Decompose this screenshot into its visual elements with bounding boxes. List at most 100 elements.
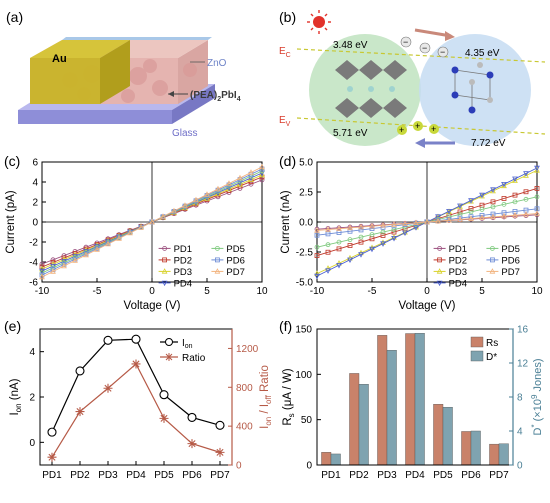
legend-marker [214,268,221,274]
data-point [138,224,144,230]
data-point [523,172,529,178]
legend-label: PD6 [226,255,244,266]
data-point [457,216,463,222]
glass-label: Glass [172,128,198,139]
data-point [380,222,386,228]
right-y-tick-label: 0 [236,461,242,472]
device-schematic: (a) Au ZnO (PEA)2PbI4 Glass [6,9,241,139]
y-tick-label: -2 [29,238,38,249]
ion-ratio-chart: (e)PD1 PD2 PD3 PD4 PD5 PD6 PD702404008001200Io… [4,318,273,481]
left-y-tick-label: 150 [295,325,312,336]
data-point [105,240,111,247]
data-point [358,239,364,245]
x-axis-label: Voltage (V) [399,300,456,312]
legend-label-ratio: Ratio [182,353,206,364]
legend-label: D* [486,352,497,363]
ratio-data-point [75,407,85,417]
x-tick-label: PD4 [126,470,146,481]
data-point [468,209,474,215]
perovskite-arrowhead [168,91,174,97]
legend-marker [489,246,495,251]
legend-label: PD5 [501,244,519,255]
x-tick-label: 0 [424,286,430,297]
ratio-data-point [103,383,113,393]
data-point [413,219,419,226]
panel-f: (f) PD1 PD2 PD3 PD4 PD5 PD6 PD7 0 50 100 150 0 4 8 12 16… [275,315,550,498]
right-vb-value: 7.72 eV [471,138,506,149]
left-cb-value: 3.48 eV [333,40,368,51]
panel-label: (f) [279,318,292,334]
data-point [534,194,540,200]
data-point [435,217,441,224]
data-point [457,209,463,215]
panel-label: (e) [4,318,21,334]
hole-arrow [415,138,455,148]
data-point [336,225,342,231]
data-point [325,249,331,255]
data-point [534,167,540,173]
legend-marker-ratio [165,353,173,361]
data-point [501,182,507,188]
data-point [380,233,386,238]
x-tick-label: PD1 [42,470,62,481]
svg-text:−: − [403,37,408,47]
data-point [336,263,342,269]
data-point [468,206,474,211]
panel-label: (d) [279,153,296,169]
right-y-axis-label: D* (×109 Jones) [530,359,544,436]
x-tick-label: 5 [479,286,485,297]
data-point [435,214,441,220]
y-tick-label: 5.0 [299,158,313,169]
y-tick-label: -6 [29,278,38,289]
electron-carriers: − − − [400,36,449,58]
data-point [512,176,518,183]
bar-detectivity [386,350,397,466]
right-y-tick-label: 8 [517,393,523,404]
y-tick-label: -4 [29,258,38,269]
data-point [72,254,78,260]
bar-rs [433,404,444,466]
data-point [83,251,89,258]
data-point [391,221,397,227]
data-point [314,270,320,276]
y-tick-label: -2.5 [296,248,314,259]
au-top [30,40,130,58]
glass-side [172,84,215,124]
data-point [523,171,529,177]
data-point [204,191,210,197]
data-point [501,212,507,219]
ion-data-point [159,390,169,400]
data-point [193,196,199,203]
legend-swatch [470,350,484,362]
data-point [72,257,78,263]
legend-label: Rs [486,338,498,349]
sun-icon [307,10,331,34]
iv-chart-na: (d) -10 -5 0 5 10 -5.0 -2.5 0.0 2.5 5.0 Voltage (V)… [279,153,543,312]
data-point [182,202,188,208]
data-point [259,171,265,178]
y-tick-label: 2.5 [299,188,313,199]
x-tick-label: PD3 [98,470,118,481]
data-point [369,222,375,229]
data-point [336,239,342,245]
ec-label: EC [279,46,291,59]
x-tick-label: -10 [310,286,325,297]
legend-marker [162,257,168,263]
y-tick-label: 2 [32,198,38,209]
data-point [237,174,243,181]
data-point [479,214,485,220]
data-point [325,231,331,237]
data-point [314,273,320,280]
bar-detectivity [358,384,369,466]
left-y-tick-label: 4 [29,347,35,358]
ratio-data-point [187,439,197,449]
rs-detectivity-chart: (f) PD1 PD2 PD3 PD4 PD5 PD6 PD7 0 50 100 150 0 4 8 12 16… [279,318,544,481]
data-point [226,180,232,186]
data-point [259,163,265,170]
y-tick-label: 6 [32,158,38,169]
data-point [325,226,331,232]
data-point [259,177,265,183]
data-point [490,199,496,205]
legend-label: PD2 [449,255,467,266]
ratio-data-point [131,359,141,369]
